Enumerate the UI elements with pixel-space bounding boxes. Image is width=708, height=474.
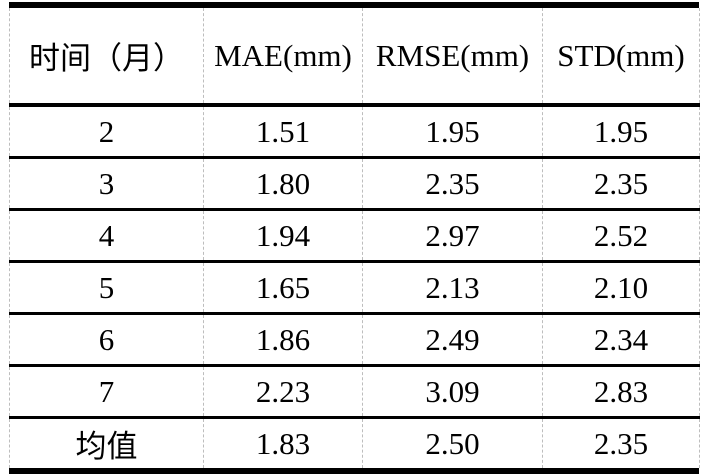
std-value-cell: 2.35: [542, 417, 700, 468]
mae-value-cell: 1.86: [203, 313, 363, 367]
mae-value-cell: 1.65: [203, 261, 363, 315]
rmse-value-cell: 2.50: [362, 417, 543, 468]
table-row-mean: 均值 1.83 2.50 2.35: [9, 417, 700, 468]
header-cell-std: STD(mm): [542, 8, 700, 107]
mae-value-cell: 1.83: [203, 417, 363, 468]
header-cell-mae: MAE(mm): [203, 8, 363, 107]
rmse-value-cell: 3.09: [362, 365, 543, 419]
header-cell-time-month: 时间（月）: [9, 8, 204, 107]
std-value-cell: 2.83: [542, 365, 700, 419]
mae-value-cell: 1.94: [203, 209, 363, 263]
statistics-table-container: 时间（月） MAE(mm) RMSE(mm) STD(mm) 2 1.51 1.…: [9, 2, 700, 474]
table-row: 2 1.51 1.95 1.95: [9, 105, 700, 159]
table-row: 4 1.94 2.97 2.52: [9, 209, 700, 263]
row-label-cell: 2: [9, 105, 204, 159]
std-value-cell: 2.10: [542, 261, 700, 315]
mae-value-cell: 1.51: [203, 105, 363, 159]
rmse-value-cell: 2.97: [362, 209, 543, 263]
rmse-value-cell: 2.35: [362, 157, 543, 211]
statistics-table: 时间（月） MAE(mm) RMSE(mm) STD(mm) 2 1.51 1.…: [9, 8, 700, 468]
header-row: 时间（月） MAE(mm) RMSE(mm) STD(mm): [9, 8, 700, 107]
mae-value-cell: 2.23: [203, 365, 363, 419]
table-header: 时间（月） MAE(mm) RMSE(mm) STD(mm): [9, 8, 700, 107]
std-value-cell: 1.95: [542, 105, 700, 159]
table-row: 6 1.86 2.49 2.34: [9, 313, 700, 367]
std-value-cell: 2.35: [542, 157, 700, 211]
std-value-cell: 2.34: [542, 313, 700, 367]
row-label-cell: 5: [9, 261, 204, 315]
row-label-cell-mean: 均值: [9, 417, 204, 468]
rmse-value-cell: 1.95: [362, 105, 543, 159]
header-cell-rmse: RMSE(mm): [362, 8, 543, 107]
row-label-cell: 4: [9, 209, 204, 263]
std-value-cell: 2.52: [542, 209, 700, 263]
table-row: 5 1.65 2.13 2.10: [9, 261, 700, 315]
table-row: 3 1.80 2.35 2.35: [9, 157, 700, 211]
mae-value-cell: 1.80: [203, 157, 363, 211]
rmse-value-cell: 2.13: [362, 261, 543, 315]
table-row: 7 2.23 3.09 2.83: [9, 365, 700, 419]
rmse-value-cell: 2.49: [362, 313, 543, 367]
row-label-cell: 3: [9, 157, 204, 211]
row-label-cell: 6: [9, 313, 204, 367]
row-label-cell: 7: [9, 365, 204, 419]
table-body: 2 1.51 1.95 1.95 3 1.80 2.35 2.35 4 1.94…: [9, 105, 700, 468]
